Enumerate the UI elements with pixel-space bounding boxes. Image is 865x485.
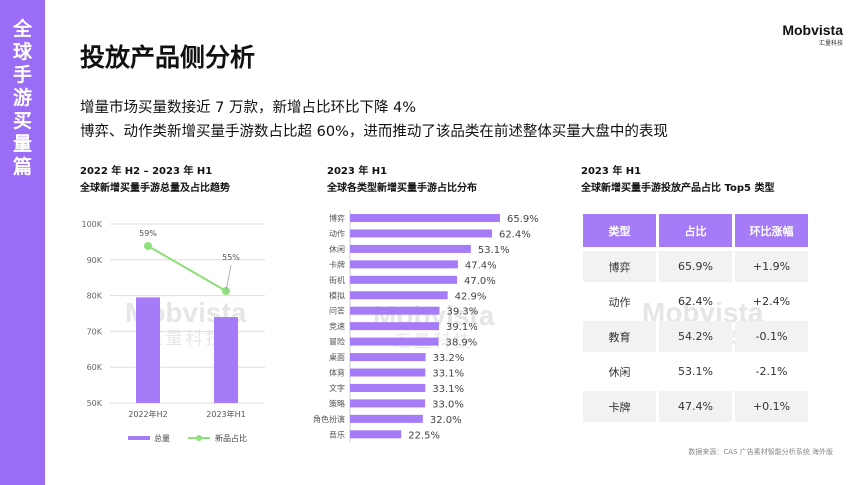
table-row: 教育 54.2% -0.1% [583,321,808,352]
data-label: 33.1% [432,369,464,380]
legend-label: 总量 [154,433,170,443]
table-cell: -0.1% [735,321,808,352]
table-row: 卡牌 47.4% +0.1% [583,391,808,422]
category-label: 策略 [329,398,345,408]
table-cell: 53.1% [678,365,713,378]
category-label: 动作 [329,228,345,238]
subtitle-line-2: 博弈、动作类新增买量手游数占比超 60%，进而推动了该品类在前述整体买量大盘中的… [80,124,668,140]
y-tick-label: 90K [87,256,103,265]
category-label: 桌面 [329,352,345,362]
bar-total [136,297,160,403]
data-label: 42.9% [455,291,487,302]
bar-体育 [350,368,426,377]
subtitle-line-1: 增量市场买量数接近 7 万款，新增占比环比下降 4% [80,100,417,116]
section-label: 全球手游买量篇 [12,18,32,178]
bar-竞速 [350,322,439,331]
table-cell: 54.2% [659,321,732,352]
legend-label: 新品占比 [215,433,247,443]
bar-卡牌 [350,260,458,269]
table-cell: 休闲 [608,365,631,379]
category-label: 角色扮演 [313,414,345,424]
table-row: 休闲 53.1% -2.1% [583,356,808,387]
table-cell: +1.9% [735,251,808,282]
header-type: 类型 [583,214,656,247]
sidebar: 全球手游买量篇 [0,0,45,485]
bar-博弈 [350,214,500,222]
category-label: 音乐 [329,429,345,439]
bar-问答 [350,306,440,315]
category-label: 博弈 [329,213,345,223]
source-note: 数据来源：CAS 广告素材智能分析系统 海外版 [688,448,833,456]
data-label: 33.2% [433,353,465,364]
data-label: 47.0% [464,276,496,287]
data-label: 33.1% [432,384,464,395]
bar-文字 [350,383,426,392]
category-label: 卡牌 [329,259,345,269]
y-tick-label: 70K [87,327,103,336]
bar-动作 [350,229,493,238]
logo: Mobvista 汇量科技 [782,22,843,47]
chart2-title: 2023 年 H1 全球各类型新增买量手游占比分布 [327,166,477,194]
data-label: 62.4% [499,229,531,240]
data-label: 39.1% [446,322,478,333]
table-cell: 动作 [608,295,631,309]
header-share: 占比 [659,214,732,247]
bar-桌面 [350,353,426,362]
data-label: 32.0% [430,415,462,426]
table-cell: -2.1% [755,365,788,378]
y-tick-label: 100K [81,220,102,229]
line-point [144,242,152,250]
top5-table: 类型 占比 环比涨幅 博弈 65.9% +1.9% 动作 62.4% +2.4% 教育 54.… [580,210,811,426]
category-label: 问答 [329,306,345,316]
data-label: 59% [139,229,157,238]
bar-冒险 [350,337,439,346]
bar-街机 [350,275,457,284]
category-label: 体育 [329,368,345,378]
category-label: 冒险 [329,337,345,347]
category-label: 模拟 [329,290,345,300]
data-label: 47.4% [465,260,497,271]
y-tick-label: 60K [87,363,103,372]
table-cell: 卡牌 [583,391,656,422]
table-title: 2023 年 H1 全球新增买量手游投放产品占比 Top5 类型 [581,166,775,194]
table-cell: 65.9% [659,251,732,282]
y-tick-label: 50K [87,399,103,408]
page-title: 投放产品侧分析 [80,43,256,72]
table-cell: 62.4% [678,295,713,308]
table-cell: 博弈 [583,251,656,282]
bar-策略 [350,399,426,408]
data-label: 55% [222,253,240,262]
data-label: 22.5% [408,430,440,441]
y-tick-label: 80K [87,292,103,301]
header-change: 环比涨幅 [735,214,808,247]
chart1-title: 2022 年 H2 – 2023 年 H1 全球新增买量手游总量及占比趋势 [80,166,230,194]
table-cell: +2.4% [752,295,791,308]
bar-total [214,317,238,403]
data-label: 39.3% [446,307,478,318]
category-label: 街机 [329,275,345,285]
category-label: 文字 [329,383,345,393]
bar-角色扮演 [350,414,423,423]
bar-音乐 [350,430,402,439]
category-label: 竞速 [329,321,345,331]
data-label: 38.9% [446,338,478,349]
legend-marker [196,435,202,441]
table-row: 动作 62.4% +2.4% [583,286,808,317]
table-cell: 教育 [583,321,656,352]
legend-swatch-total [128,436,150,440]
line-new-share [147,245,227,292]
data-label: 53.1% [478,245,510,256]
category-label: 休闲 [329,244,345,254]
bar-休闲 [350,244,471,253]
x-tick-label: 2022年H2 [128,409,167,419]
data-label: 65.9% [507,214,539,225]
table-cell: +0.1% [735,391,808,422]
bar-模拟 [350,291,448,300]
data-label: 33.0% [432,399,464,410]
x-tick-label: 2023年H1 [206,409,245,419]
table-row: 博弈 65.9% +1.9% [583,251,808,282]
table-cell: 47.4% [659,391,732,422]
leader-line [225,264,232,292]
